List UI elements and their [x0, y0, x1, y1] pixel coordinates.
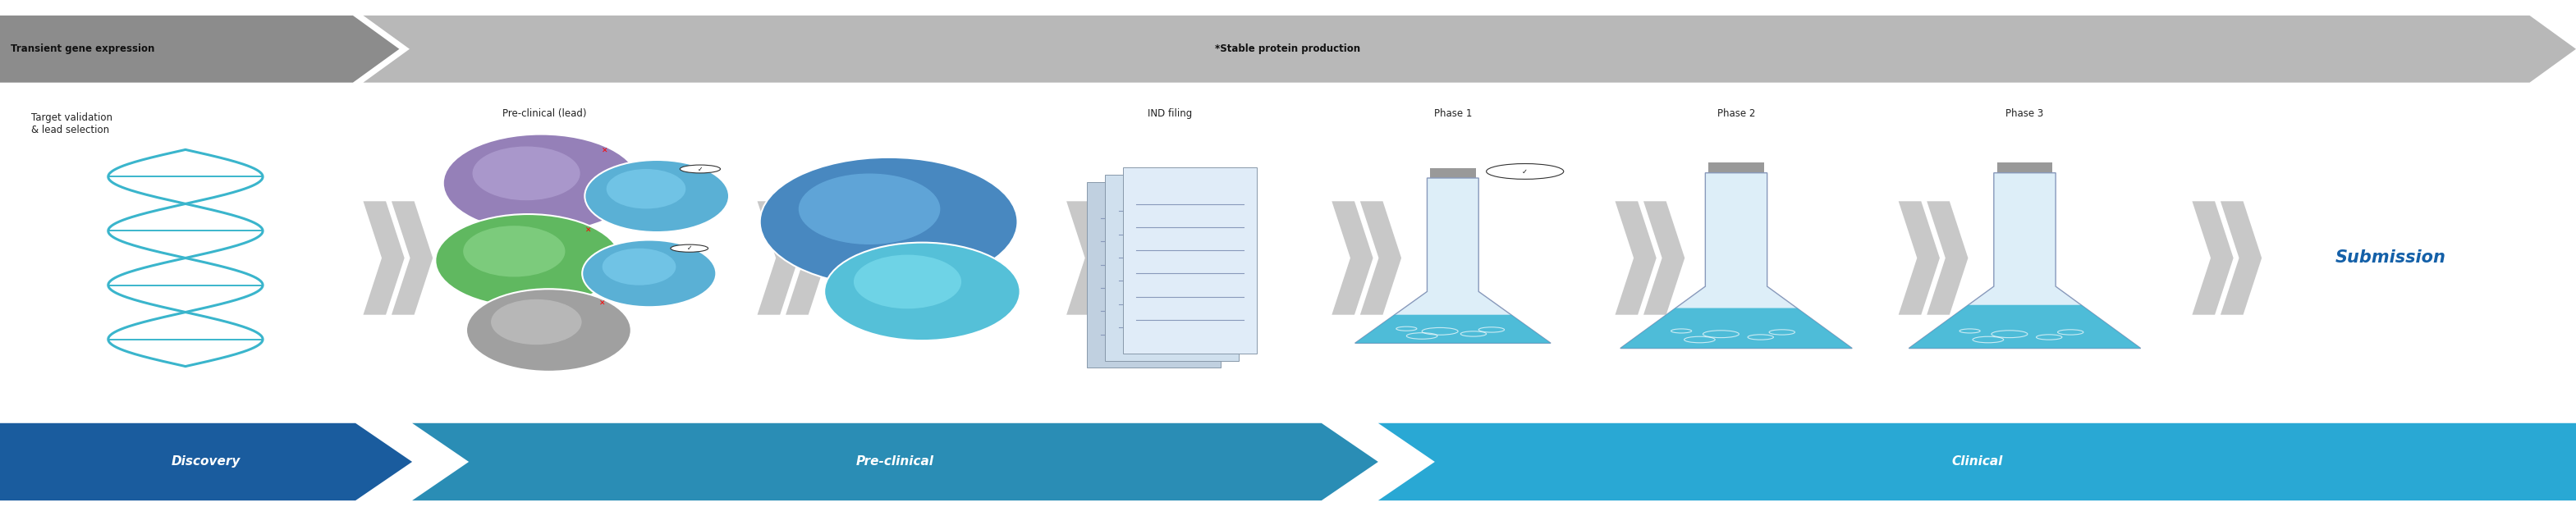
FancyBboxPatch shape — [1123, 168, 1257, 353]
Polygon shape — [363, 15, 2576, 83]
Ellipse shape — [603, 248, 675, 285]
Ellipse shape — [585, 160, 729, 232]
Text: ✓: ✓ — [1522, 168, 1528, 175]
Polygon shape — [0, 423, 412, 501]
Polygon shape — [1066, 201, 1108, 315]
Polygon shape — [1355, 315, 1551, 343]
Text: Target validation
& lead selection: Target validation & lead selection — [31, 112, 113, 135]
Polygon shape — [757, 201, 799, 315]
Polygon shape — [2221, 201, 2262, 315]
Text: Transient gene expression: Transient gene expression — [10, 44, 155, 54]
Polygon shape — [1095, 201, 1136, 315]
Polygon shape — [0, 15, 399, 83]
Polygon shape — [1643, 201, 1685, 315]
Ellipse shape — [824, 243, 1020, 341]
Text: Phase 1: Phase 1 — [1435, 108, 1471, 119]
Ellipse shape — [443, 134, 639, 232]
Polygon shape — [1899, 201, 1940, 315]
Text: Discovery: Discovery — [173, 456, 240, 468]
Ellipse shape — [492, 299, 582, 345]
Ellipse shape — [464, 226, 564, 277]
Ellipse shape — [582, 240, 716, 307]
Polygon shape — [1620, 308, 1852, 348]
Text: ✕: ✕ — [600, 300, 605, 307]
Polygon shape — [1332, 201, 1373, 315]
Ellipse shape — [853, 255, 961, 309]
Polygon shape — [363, 201, 404, 315]
FancyBboxPatch shape — [1105, 175, 1239, 361]
Circle shape — [1486, 164, 1564, 179]
Text: Phase 2: Phase 2 — [1718, 108, 1754, 119]
Ellipse shape — [799, 173, 940, 245]
Ellipse shape — [605, 169, 685, 208]
FancyBboxPatch shape — [1708, 163, 1765, 173]
Text: Submission: Submission — [2336, 250, 2445, 266]
Text: ✓: ✓ — [698, 165, 703, 173]
Polygon shape — [1909, 305, 2141, 348]
Text: ✕: ✕ — [585, 227, 592, 234]
Ellipse shape — [760, 157, 1018, 286]
Circle shape — [670, 245, 708, 252]
Polygon shape — [392, 201, 433, 315]
Text: Phase 3: Phase 3 — [2007, 108, 2043, 119]
FancyBboxPatch shape — [1430, 168, 1476, 178]
Ellipse shape — [471, 147, 580, 200]
Text: ✓: ✓ — [688, 245, 693, 252]
Circle shape — [680, 165, 721, 173]
FancyBboxPatch shape — [1087, 182, 1221, 368]
Text: ✕: ✕ — [603, 148, 608, 155]
FancyBboxPatch shape — [1996, 163, 2053, 173]
Text: *Stable protein production: *Stable protein production — [1216, 44, 1360, 54]
Ellipse shape — [435, 214, 621, 307]
Polygon shape — [412, 423, 1378, 501]
Polygon shape — [1615, 201, 1656, 315]
Text: Pre-clinical: Pre-clinical — [855, 456, 935, 468]
Ellipse shape — [466, 289, 631, 372]
Polygon shape — [1620, 173, 1852, 348]
Polygon shape — [786, 201, 827, 315]
Polygon shape — [2192, 201, 2233, 315]
Text: Clinical: Clinical — [1953, 456, 2002, 468]
Text: Pre-clinical (lead): Pre-clinical (lead) — [502, 108, 587, 119]
Polygon shape — [1378, 423, 2576, 501]
Text: IND filing: IND filing — [1146, 108, 1193, 119]
Polygon shape — [1355, 178, 1551, 343]
Polygon shape — [1909, 173, 2141, 348]
Polygon shape — [1927, 201, 1968, 315]
Polygon shape — [1360, 201, 1401, 315]
